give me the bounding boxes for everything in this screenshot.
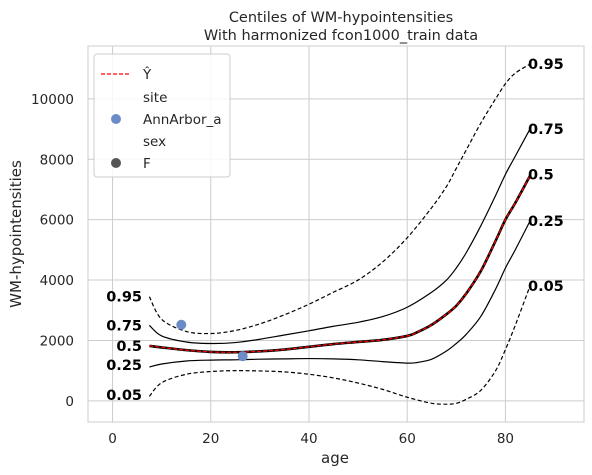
y-tick-label: 8000	[40, 152, 74, 168]
y-tick-label: 6000	[40, 213, 74, 229]
y-tick-label: 0	[65, 394, 74, 410]
centile-line-0-95	[148, 63, 531, 335]
centile-series	[148, 63, 532, 405]
data-point	[237, 351, 248, 362]
legend: Ŷ site AnnArbor_a sex F	[93, 53, 231, 178]
legend-box	[93, 53, 231, 178]
x-tick-label: 40	[300, 431, 317, 447]
centile-line-0-05	[148, 285, 531, 405]
centile-line-0-25	[149, 220, 531, 368]
centile-label-left: 0.25	[106, 358, 142, 374]
chart-title-group: Centiles of WM-hypointensities With harm…	[204, 10, 478, 44]
centile-label-left: 0.5	[116, 339, 142, 355]
legend-sex-header: sex	[143, 134, 166, 150]
centile-label-right: 0.95	[528, 57, 564, 73]
chart-title: Centiles of WM-hypointensities	[229, 10, 453, 26]
data-point	[176, 319, 187, 330]
x-tick-label: 60	[399, 431, 416, 447]
centile-labels: 0.95 0.75 0.5 0.25 0.05 0.95 0.75 0.5 0.25 0.05	[106, 57, 564, 404]
legend-site-marker	[111, 114, 121, 124]
centile-label-left: 0.75	[106, 318, 142, 334]
y-tick-label: 2000	[40, 333, 74, 349]
chart-subtitle: With harmonized fcon1000_train data	[204, 28, 478, 44]
centile-label-right: 0.05	[528, 279, 564, 295]
legend-site-header: site	[143, 90, 167, 106]
legend-yhat-label: Ŷ	[142, 65, 152, 83]
centile-line-0-75	[148, 128, 531, 345]
y-tick-label: 10000	[31, 92, 74, 108]
y-tick-labels: 0 2000 4000 6000 8000 10000	[31, 92, 74, 410]
centile-label-left: 0.05	[106, 388, 142, 404]
x-tick-label: 20	[202, 431, 219, 447]
legend-site-entry: AnnArbor_a	[143, 112, 222, 128]
yhat-line	[149, 175, 531, 353]
data-points	[176, 319, 248, 362]
legend-sex-marker	[111, 158, 121, 168]
centile-label-right: 0.25	[528, 214, 564, 230]
y-tick-label: 4000	[40, 273, 74, 289]
x-axis-title: age	[321, 449, 349, 467]
centile-label-left: 0.95	[106, 290, 142, 306]
x-tick-label: 80	[497, 431, 514, 447]
centile-label-right: 0.75	[528, 122, 564, 138]
centile-label-right: 0.5	[528, 167, 554, 183]
y-axis-title: WM-hypointensities	[7, 160, 25, 308]
x-tick-labels: 0 20 40 60 80	[108, 431, 514, 447]
x-tick-label: 0	[108, 431, 117, 447]
legend-sex-entry: F	[143, 156, 151, 172]
